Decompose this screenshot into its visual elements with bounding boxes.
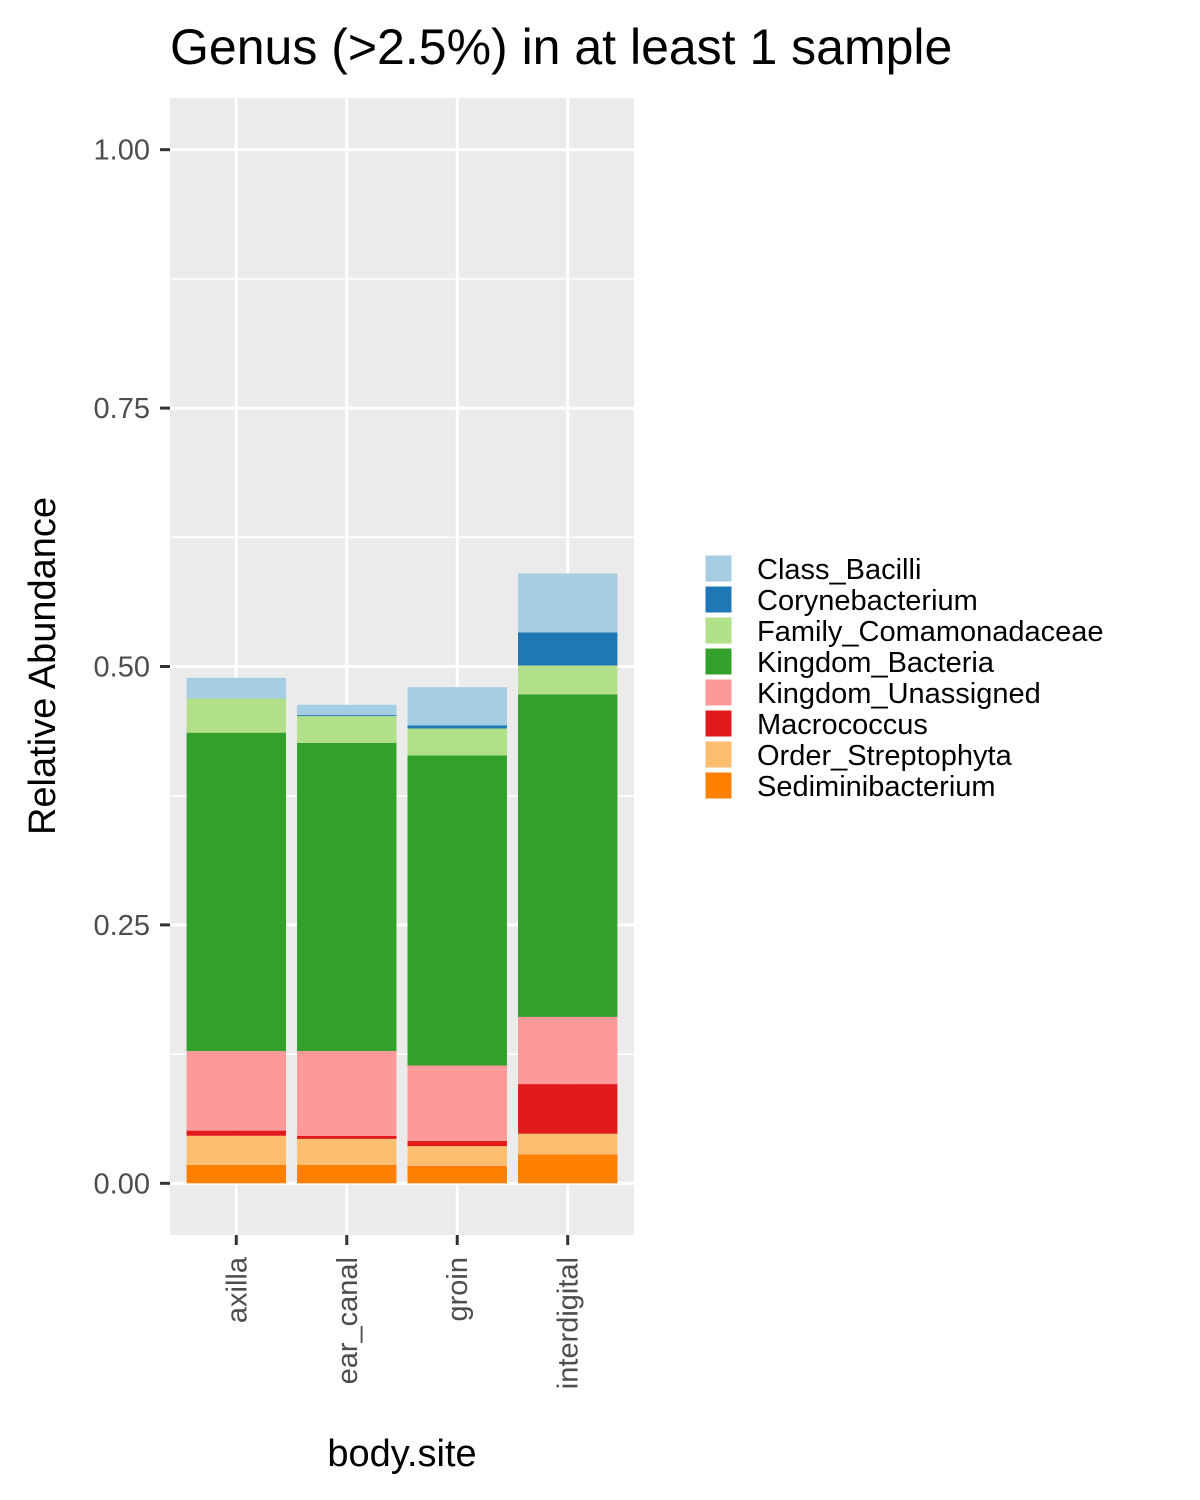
bar-segment-ear_canal-family-comamonadaceae (297, 716, 397, 743)
x-tick-label: groin (442, 1257, 474, 1322)
y-tick-label: 0.75 (94, 393, 150, 425)
bar-segment-axilla-macrococcus (186, 1130, 286, 1136)
bar-segment-axilla-kingdom-bacteria (186, 732, 286, 1052)
chart-title: Genus (>2.5%) in at least 1 sample (170, 19, 952, 75)
bar-segment-axilla-sediminibacterium (186, 1164, 286, 1184)
legend-key (704, 740, 733, 769)
bar-segment-interdigital-sediminibacterium (518, 1154, 618, 1184)
bar-segment-groin-macrococcus (407, 1140, 507, 1147)
bar-segment-ear_canal-macrococcus (297, 1135, 397, 1139)
bar-segment-axilla-class-bacilli (186, 677, 286, 699)
bars (186, 573, 618, 1184)
bar-segment-groin-kingdom-bacteria (407, 755, 507, 1066)
y-axis-title: Relative Abundance (22, 497, 64, 835)
legend-label: Macrococcus (757, 709, 928, 741)
bar-segment-interdigital-kingdom-unassigned (518, 1016, 618, 1085)
bar-segment-ear_canal-class-bacilli (297, 704, 397, 716)
bar-segment-groin-corynebacterium (407, 725, 507, 729)
bar-segment-groin-kingdom-unassigned (407, 1065, 507, 1141)
bar-segment-interdigital-order-streptophyta (518, 1133, 618, 1155)
bar-segment-groin-sediminibacterium (407, 1165, 507, 1184)
x-tick-label: interdigital (553, 1257, 585, 1389)
bar-segment-axilla-order-streptophyta (186, 1135, 286, 1165)
legend-key (704, 647, 733, 676)
y-tick-label: 1.00 (94, 135, 150, 167)
legend-label: Corynebacterium (757, 585, 978, 617)
legend-label: Kingdom_Bacteria (757, 647, 995, 679)
legend-label: Family_Comamonadaceae (757, 616, 1104, 648)
bar-segment-interdigital-macrococcus (518, 1084, 618, 1134)
x-axis-title: body.site (327, 1433, 476, 1475)
legend-key (704, 616, 733, 645)
bar-segment-ear_canal-corynebacterium (297, 715, 397, 717)
legend-key (704, 678, 733, 707)
bar-segment-ear_canal-kingdom-bacteria (297, 742, 397, 1052)
legend-key (704, 709, 733, 738)
legend-key (704, 554, 733, 583)
legend-label: Kingdom_Unassigned (757, 678, 1041, 710)
y-tick-label: 0.00 (94, 1168, 150, 1200)
bar-segment-groin-order-streptophyta (407, 1146, 507, 1166)
y-tick-label: 0.25 (94, 910, 150, 942)
x-tick-label: axilla (221, 1256, 253, 1323)
x-tick-label: ear_canal (332, 1257, 364, 1384)
bar-segment-groin-class-bacilli (407, 687, 507, 726)
bar-segment-groin-family-comamonadaceae (407, 728, 507, 756)
bar-segment-axilla-family-comamonadaceae (186, 698, 286, 733)
legend-label: Order_Streptophyta (757, 740, 1013, 772)
legend-key (704, 771, 733, 800)
bar-segment-interdigital-class-bacilli (518, 573, 618, 633)
legend-key (704, 585, 733, 614)
bar-segment-interdigital-kingdom-bacteria (518, 694, 618, 1017)
bar-segment-interdigital-corynebacterium (518, 632, 618, 666)
axes: 0.00 0.25 0.50 0.75 1.00 axilla ear_canal groin… (94, 135, 585, 1390)
y-tick-label: 0.50 (94, 652, 150, 684)
legend-label: Class_Bacilli (757, 554, 921, 586)
bar-segment-ear_canal-kingdom-unassigned (297, 1051, 397, 1136)
legend: Class_BacilliCorynebacteriumFamily_Comam… (704, 554, 1104, 803)
bar-segment-ear_canal-sediminibacterium (297, 1164, 397, 1184)
legend-label: Sediminibacterium (757, 771, 996, 803)
bar-segment-interdigital-family-comamonadaceae (518, 665, 618, 695)
bar-segment-axilla-kingdom-unassigned (186, 1051, 286, 1131)
bar-segment-ear_canal-order-streptophyta (297, 1138, 397, 1165)
